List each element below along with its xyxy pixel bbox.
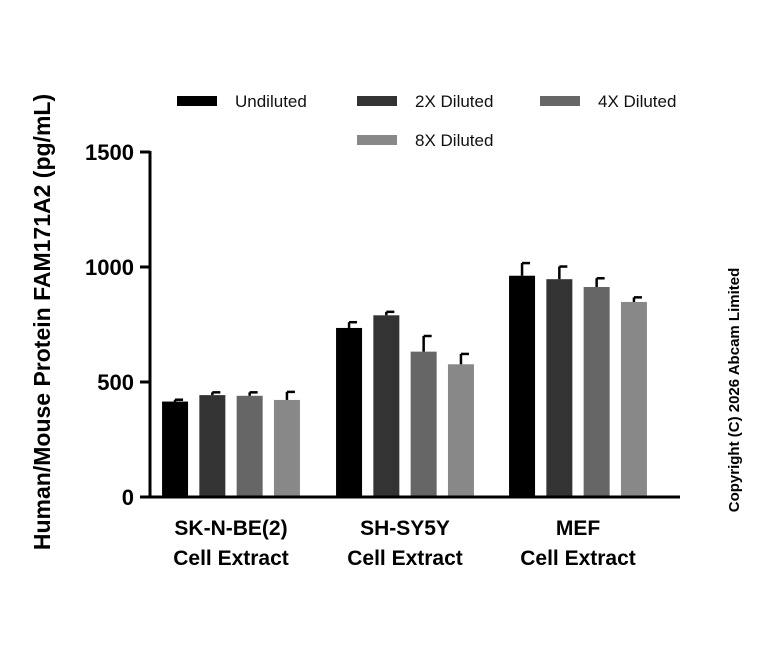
bars-group — [162, 275, 647, 497]
x-category-labels: SK-N-BE(2) Cell Extract SH-SY5Y Cell Extrac… — [173, 517, 636, 570]
legend-label: Undiluted — [235, 92, 307, 111]
bar — [236, 395, 263, 497]
y-ticks: 0 500 1000 1500 — [85, 140, 150, 510]
x-category-label-line: SK-N-BE(2) — [174, 517, 287, 540]
x-category-label-line: Cell Extract — [347, 547, 463, 570]
y-tick-label: 1000 — [85, 255, 134, 280]
legend-swatch — [357, 96, 397, 106]
error-bars-group — [173, 261, 642, 402]
y-axis-label: Human/Mouse Protein FAM171A2 (pg/mL) — [29, 94, 55, 550]
legend-label: 4X Diluted — [598, 92, 676, 111]
bar — [199, 395, 226, 497]
x-category-label: SH-SY5Y Cell Extract — [347, 517, 463, 570]
legend-swatch — [540, 96, 580, 106]
bar — [583, 287, 610, 497]
x-category-label-line: Cell Extract — [520, 547, 636, 570]
legend-label: 2X Diluted — [415, 92, 493, 111]
bar — [620, 301, 647, 497]
bar — [162, 401, 189, 497]
legend: Undiluted 2X Diluted 4X Diluted 8X Diluted — [177, 92, 676, 150]
copyright-text: Copyright (C) 2026 Abcam Limited — [726, 268, 743, 512]
bar — [273, 399, 300, 497]
bar — [447, 364, 474, 497]
legend-swatch — [177, 96, 217, 106]
bar — [373, 315, 400, 497]
bar — [410, 351, 437, 497]
x-category-label-line: Cell Extract — [173, 547, 289, 570]
x-category-label: MEF Cell Extract — [520, 517, 636, 570]
y-tick-label: 0 — [122, 485, 134, 510]
legend-label: 8X Diluted — [415, 131, 493, 150]
x-category-label: SK-N-BE(2) Cell Extract — [173, 517, 289, 570]
bar — [546, 279, 573, 497]
bar — [509, 275, 536, 497]
x-category-label-line: MEF — [556, 517, 601, 540]
axes — [148, 151, 680, 499]
y-tick-label: 500 — [97, 370, 134, 395]
legend-swatch — [357, 135, 397, 145]
y-tick-label: 1500 — [85, 140, 134, 165]
x-category-label-line: SH-SY5Y — [360, 517, 450, 540]
bar — [336, 327, 363, 497]
